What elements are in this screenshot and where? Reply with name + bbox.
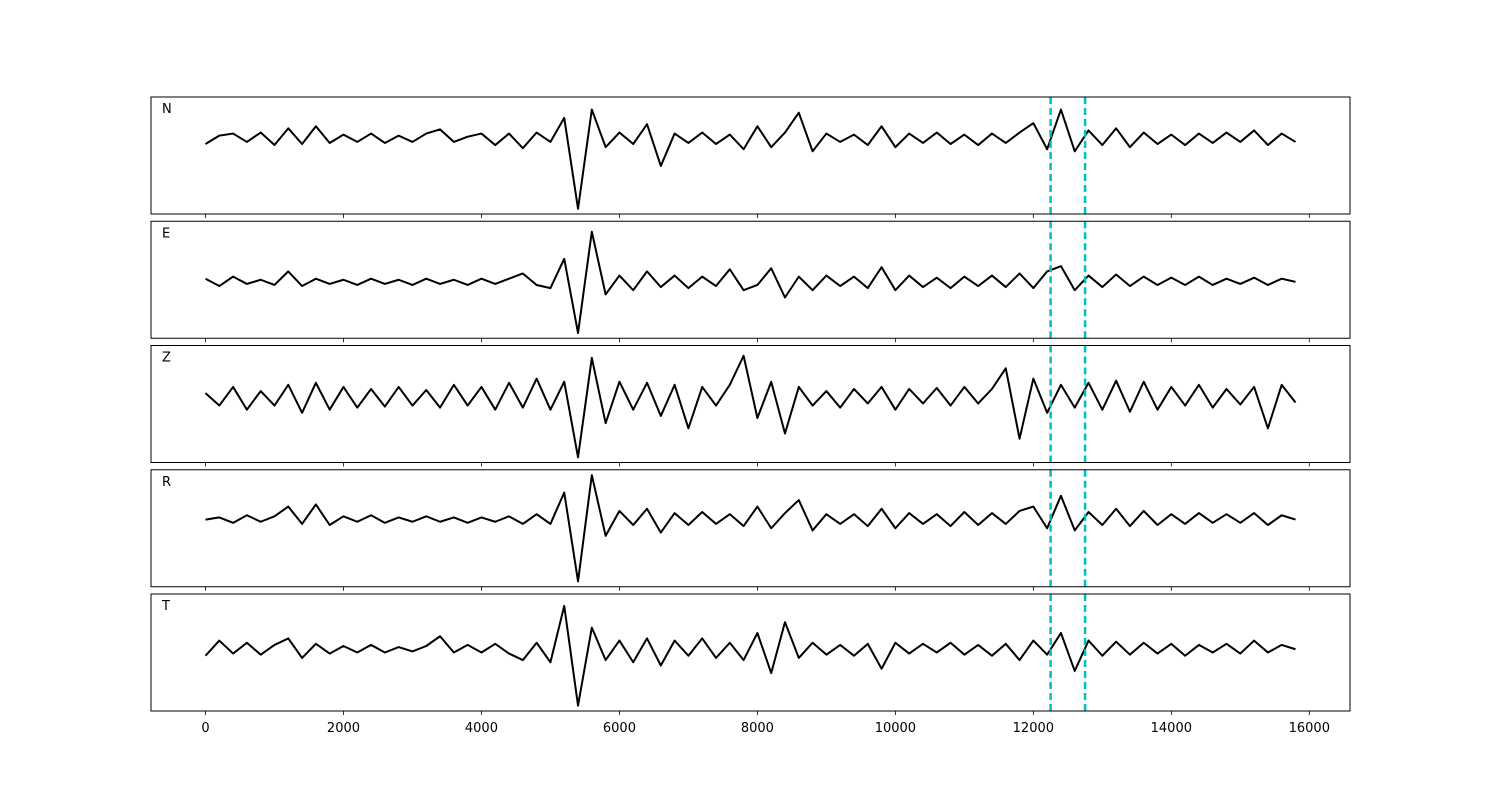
panel-frame bbox=[150, 469, 1351, 588]
panel-frame bbox=[150, 593, 1351, 712]
x-tick-label: 4000 bbox=[465, 721, 498, 736]
x-tick-label: 14000 bbox=[1151, 721, 1192, 736]
x-tick-label: 10000 bbox=[875, 721, 916, 736]
trace bbox=[204, 604, 1296, 707]
panel-label: Z bbox=[162, 351, 171, 366]
x-tick-label: 0 bbox=[201, 721, 209, 736]
panel-label: R bbox=[162, 475, 171, 490]
panel-label: E bbox=[162, 226, 170, 241]
x-tick-label: 8000 bbox=[741, 721, 774, 736]
x-tick-label: 2000 bbox=[327, 721, 360, 736]
x-tick-label: 6000 bbox=[603, 721, 636, 736]
panel-frame bbox=[150, 345, 1351, 463]
panel-frame bbox=[150, 96, 1351, 215]
panel-label: N bbox=[162, 102, 172, 117]
panel-label: T bbox=[161, 599, 170, 614]
x-tick-label: 12000 bbox=[1013, 721, 1054, 736]
trace bbox=[205, 230, 1296, 335]
x-tick-label: 16000 bbox=[1289, 721, 1330, 736]
panel-frame bbox=[150, 220, 1351, 339]
trace bbox=[205, 474, 1296, 583]
trace bbox=[204, 354, 1297, 459]
trace bbox=[204, 108, 1297, 210]
